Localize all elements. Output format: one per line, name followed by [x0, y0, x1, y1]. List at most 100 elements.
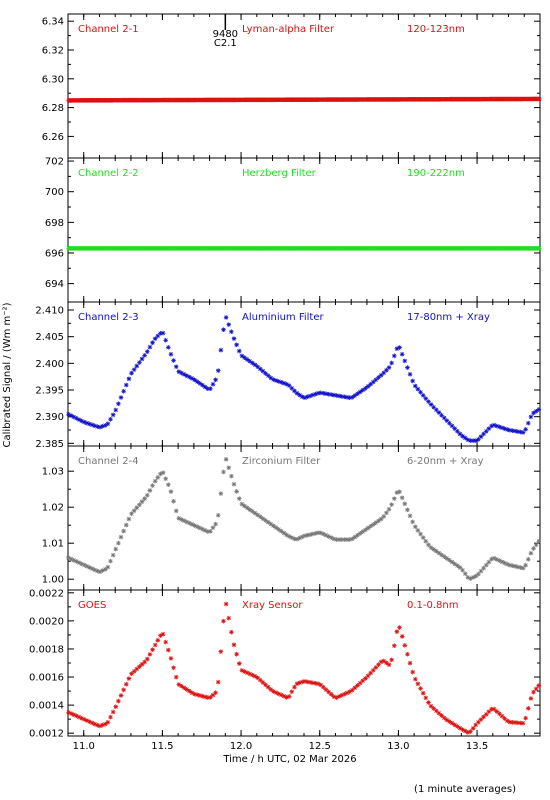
data-point [271, 689, 276, 694]
data-point [394, 490, 400, 495]
data-point [171, 665, 176, 671]
data-point [510, 720, 515, 725]
y-tick-label: 698 [45, 218, 64, 229]
data-point [370, 667, 376, 673]
data-point [336, 393, 342, 399]
data-point [391, 643, 397, 649]
data-point [363, 676, 368, 681]
data-point [160, 470, 166, 476]
data-point [131, 508, 137, 514]
data-point [150, 647, 155, 652]
data-series [66, 315, 542, 443]
data-point [239, 501, 245, 507]
data-point [89, 566, 95, 571]
data-point [66, 710, 71, 715]
data-point [242, 669, 247, 674]
data-point [168, 656, 174, 661]
data-point [449, 559, 455, 565]
data-point [310, 392, 316, 398]
panel-1: 6.26 6.28 6.30 6.32 6.34 Channel 2-1 Lyman-alp… [42, 13, 542, 159]
data-point [97, 569, 103, 575]
data-point [81, 419, 87, 425]
data-point [352, 685, 358, 691]
data-point [444, 556, 450, 561]
data-point [302, 679, 308, 684]
data-point [523, 715, 528, 721]
data-point [399, 351, 405, 357]
data-point [436, 710, 442, 716]
data-point [263, 518, 268, 523]
data-point [134, 505, 140, 511]
data-point [76, 417, 82, 422]
y-tick-label: 2.390 [35, 412, 64, 423]
data-point [452, 561, 458, 567]
data-point [66, 411, 71, 417]
panel-frame [67, 301, 541, 447]
data-point [229, 329, 234, 335]
data-point [92, 721, 98, 727]
data-point [381, 370, 387, 376]
data-point [510, 428, 515, 433]
data-point [344, 394, 350, 400]
data-point [518, 429, 523, 435]
data-point [447, 719, 452, 724]
data-point [447, 557, 452, 563]
data-point [100, 722, 105, 728]
data-point [286, 694, 292, 699]
data-point [347, 395, 352, 401]
data-point [123, 382, 129, 388]
data-point [244, 357, 250, 362]
data-point [166, 482, 171, 488]
data-point [252, 510, 258, 516]
data-point [121, 528, 126, 534]
y-tick-label: 0.0018 [29, 644, 64, 655]
data-point [221, 618, 226, 624]
data-point [121, 388, 126, 394]
data-point [158, 331, 163, 336]
data-point [323, 391, 329, 397]
data-point [250, 509, 255, 514]
data-point [158, 633, 163, 638]
panel-4: 1.00 1.01 1.02 1.03 Channel 2-4 Zirconium Fil… [42, 445, 542, 591]
data-point [276, 527, 281, 532]
data-point [286, 534, 292, 539]
data-point [444, 418, 450, 423]
y-tick-label: 6.28 [42, 103, 64, 114]
channel-label: GOES [78, 600, 106, 611]
data-point [194, 692, 200, 698]
y-tick-label: 2.400 [35, 359, 64, 370]
data-point [284, 381, 289, 387]
data-point [520, 565, 526, 571]
data-point [213, 377, 218, 383]
data-point [386, 365, 392, 370]
data-point [123, 681, 129, 687]
panel-frame [67, 445, 541, 591]
data-point [373, 665, 379, 670]
data-point [257, 514, 263, 520]
data-point [179, 370, 184, 376]
data-point [504, 561, 510, 567]
data-point [79, 715, 84, 721]
data-point [531, 546, 536, 551]
data-point [265, 373, 271, 378]
y-tick-label: 2.385 [35, 439, 64, 450]
data-point [483, 562, 489, 568]
data-point [168, 351, 174, 357]
data-point [284, 695, 289, 700]
data-point [476, 437, 481, 442]
data-point [431, 706, 436, 711]
data-point [373, 377, 379, 383]
data-point [116, 698, 121, 704]
data-point [218, 649, 224, 654]
data-point [108, 558, 113, 564]
data-point [399, 495, 405, 501]
data-point [81, 717, 87, 722]
data-point [95, 722, 100, 728]
data-point [223, 457, 229, 462]
data-point [336, 694, 342, 699]
data-point [462, 435, 468, 441]
data-point [194, 524, 200, 530]
y-tick-label: 0.0022 [29, 588, 64, 599]
data-point [507, 562, 513, 568]
data-point [102, 423, 108, 428]
